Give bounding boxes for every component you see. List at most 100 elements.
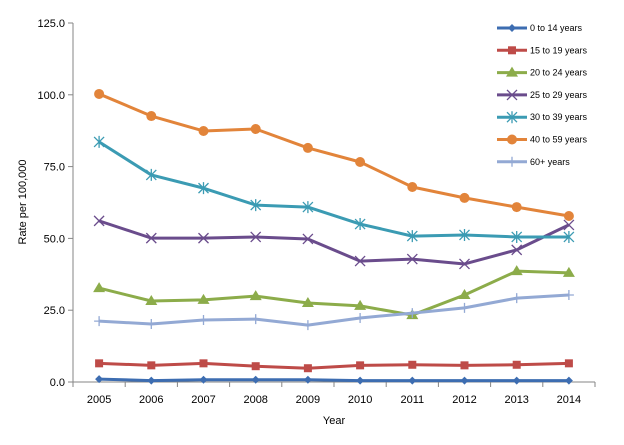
data-point bbox=[458, 288, 471, 299]
y-tick-label: 50.0 bbox=[44, 233, 65, 245]
data-point bbox=[147, 376, 156, 385]
data-point bbox=[563, 230, 575, 243]
y-tick-label: 25.0 bbox=[44, 305, 65, 317]
series-line bbox=[99, 361, 569, 370]
y-tick-label: 100.0 bbox=[37, 90, 65, 102]
data-point bbox=[301, 297, 314, 308]
data-point bbox=[460, 361, 469, 370]
data-point bbox=[198, 314, 209, 325]
legend-label: 15 to 19 years bbox=[530, 45, 588, 55]
series-line bbox=[98, 140, 569, 239]
x-tick-label: 2006 bbox=[139, 394, 163, 406]
x-tick-label: 2005 bbox=[87, 394, 111, 406]
data-point bbox=[564, 359, 573, 368]
data-point bbox=[145, 168, 157, 181]
data-point bbox=[145, 232, 157, 244]
data-point bbox=[407, 181, 418, 192]
x-tick-label: 2012 bbox=[452, 394, 476, 406]
data-point bbox=[511, 202, 522, 213]
legend-label: 0 to 14 years bbox=[530, 23, 583, 33]
series-5 bbox=[94, 88, 574, 221]
data-point bbox=[145, 295, 158, 306]
data-point bbox=[95, 359, 104, 368]
data-point bbox=[198, 125, 209, 136]
legend-marker bbox=[507, 156, 517, 167]
series-6 bbox=[94, 289, 574, 331]
data-point bbox=[563, 219, 575, 231]
data-point bbox=[303, 375, 312, 384]
data-point bbox=[510, 265, 523, 276]
series-3 bbox=[93, 215, 575, 270]
legend-label: 40 to 59 years bbox=[530, 135, 588, 145]
series-line bbox=[98, 219, 570, 266]
data-point bbox=[302, 142, 313, 153]
legend-label: 20 to 24 years bbox=[530, 68, 588, 78]
data-point bbox=[406, 253, 418, 265]
data-point bbox=[147, 361, 156, 370]
legend-marker bbox=[508, 46, 516, 55]
series-line bbox=[98, 269, 569, 317]
data-point bbox=[93, 135, 105, 148]
data-point bbox=[251, 375, 260, 384]
legend-marker bbox=[506, 66, 518, 77]
series-line bbox=[99, 377, 569, 383]
data-point bbox=[302, 320, 313, 331]
data-point bbox=[249, 290, 262, 301]
data-point bbox=[355, 312, 366, 323]
data-point bbox=[146, 318, 157, 329]
data-point bbox=[198, 232, 209, 244]
data-point bbox=[251, 362, 260, 371]
data-point bbox=[198, 182, 209, 195]
data-point bbox=[459, 192, 470, 203]
legend-item: 0 to 14 years bbox=[497, 23, 583, 33]
data-point bbox=[512, 360, 521, 369]
data-point bbox=[408, 360, 417, 369]
x-tick-label: 2007 bbox=[191, 394, 215, 406]
x-tick-label: 2013 bbox=[504, 394, 528, 406]
data-point bbox=[459, 258, 470, 270]
y-tick-label: 0.0 bbox=[50, 377, 65, 389]
x-tick-label: 2014 bbox=[557, 394, 581, 406]
x-tick-label: 2008 bbox=[243, 394, 267, 406]
data-point bbox=[355, 157, 366, 168]
data-point bbox=[356, 361, 365, 370]
data-point bbox=[197, 293, 210, 304]
data-point bbox=[94, 316, 105, 327]
data-point bbox=[562, 266, 575, 277]
x-axis-title: Year bbox=[323, 415, 346, 427]
data-point bbox=[460, 376, 469, 385]
data-point bbox=[406, 230, 418, 243]
data-point bbox=[95, 375, 104, 384]
data-point bbox=[250, 231, 262, 243]
data-point bbox=[512, 376, 521, 385]
data-point bbox=[407, 308, 418, 319]
data-point bbox=[199, 375, 208, 384]
legend-label: 60+ years bbox=[530, 157, 570, 167]
x-tick-label: 2010 bbox=[348, 394, 372, 406]
legend-marker bbox=[507, 134, 517, 145]
legend-marker bbox=[506, 89, 518, 101]
data-point bbox=[199, 359, 208, 368]
series-line bbox=[98, 92, 570, 218]
legend-item: 25 to 29 years bbox=[497, 89, 588, 101]
series-4 bbox=[93, 135, 575, 243]
series-0 bbox=[95, 375, 573, 385]
y-axis-title: Rate per 100,000 bbox=[17, 159, 29, 244]
data-point bbox=[302, 233, 314, 245]
data-point bbox=[354, 255, 366, 267]
series-1 bbox=[95, 359, 573, 373]
data-point bbox=[250, 123, 261, 134]
data-point bbox=[511, 244, 523, 256]
data-point bbox=[356, 376, 365, 385]
legend-marker bbox=[508, 24, 516, 32]
data-point bbox=[563, 289, 574, 300]
series-2 bbox=[93, 265, 575, 320]
data-point bbox=[303, 364, 312, 373]
legend-item: 30 to 39 years bbox=[497, 111, 588, 124]
data-point bbox=[93, 215, 105, 227]
data-point bbox=[511, 293, 522, 304]
data-point bbox=[563, 210, 574, 221]
data-point bbox=[94, 88, 105, 99]
data-point bbox=[511, 230, 523, 243]
